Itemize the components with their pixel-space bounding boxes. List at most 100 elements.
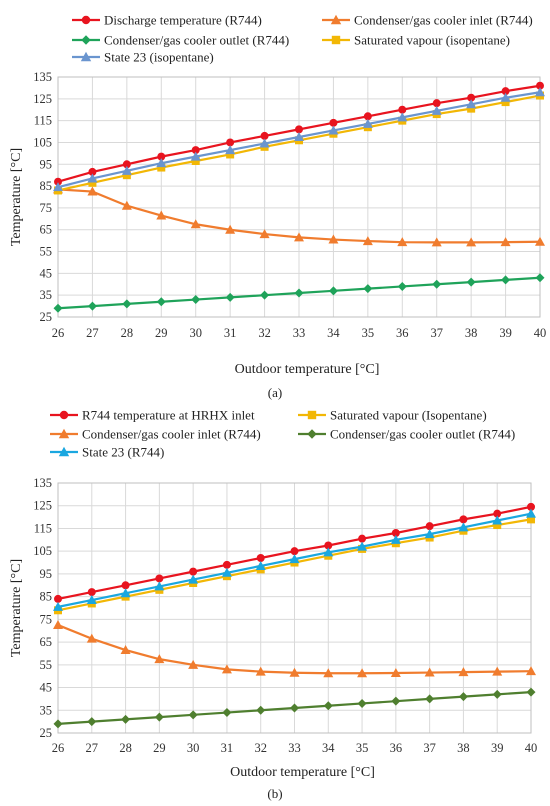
legend-item: Saturated vapour (Isopentane): [298, 408, 487, 423]
data-point: [256, 705, 266, 715]
data-point: [492, 689, 502, 699]
data-point: [190, 219, 201, 229]
x-tick-label: 29: [153, 741, 166, 755]
data-point: [362, 236, 373, 246]
y-tick-label: 65: [40, 635, 53, 649]
data-point: [535, 236, 545, 246]
x-tick-label: 26: [52, 741, 65, 755]
legend-marker: [80, 51, 92, 62]
data-point: [54, 594, 62, 603]
legend-item: Condenser/gas cooler inlet (R744): [322, 13, 533, 28]
x-tick-label: 33: [288, 741, 301, 755]
data-point: [221, 664, 232, 674]
data-point: [154, 712, 164, 722]
data-point: [157, 152, 166, 161]
y-tick-label: 95: [40, 157, 53, 171]
x-tick-label: 34: [322, 741, 335, 755]
data-point: [467, 104, 476, 113]
y-tick-label: 85: [40, 179, 53, 193]
data-point: [500, 92, 511, 102]
data-point: [363, 284, 373, 294]
series-3: [53, 273, 545, 313]
x-tick-label: 27: [86, 741, 99, 755]
legend: R744 temperature at HRHX inlet Saturated …: [50, 408, 515, 460]
series-3: [53, 620, 536, 678]
data-point: [191, 146, 200, 155]
data-point: [424, 529, 435, 539]
y-tick-label: 115: [34, 521, 52, 535]
data-point: [500, 237, 511, 247]
data-point: [362, 118, 373, 128]
data-point: [391, 529, 400, 537]
data-point: [290, 547, 299, 556]
x-tick-label: 32: [258, 326, 271, 340]
x-tick-label: 35: [362, 326, 375, 340]
data-point: [458, 692, 468, 702]
data-point: [329, 118, 338, 127]
figure-caption: (a): [268, 385, 282, 400]
data-point: [397, 112, 408, 122]
data-point: [255, 666, 266, 676]
data-point: [87, 186, 98, 196]
legend-label: Saturated vapour (Isopentane): [330, 408, 487, 423]
legend-label: State 23 (R744): [82, 445, 164, 460]
data-point: [535, 273, 545, 283]
legend-label: Discharge temperature (R744): [104, 13, 262, 28]
data-point: [156, 210, 167, 220]
series-5: [53, 87, 545, 192]
data-point: [87, 588, 96, 597]
legend-item: Condenser/gas cooler outlet (R744): [72, 33, 289, 48]
data-point: [122, 160, 131, 169]
data-point: [458, 522, 469, 532]
data-point: [294, 288, 304, 298]
y-tick-label: 75: [40, 201, 53, 215]
y-tick-label: 55: [40, 658, 53, 672]
data-point: [222, 708, 232, 718]
data-point: [492, 666, 503, 676]
x-tick-label: 38: [457, 741, 470, 755]
data-point: [86, 633, 97, 643]
data-point: [88, 167, 97, 176]
legend-label: State 23 (isopentane): [104, 50, 214, 65]
data-point: [156, 297, 166, 307]
legend-marker: [330, 14, 342, 25]
data-point: [526, 508, 536, 518]
data-point: [188, 710, 198, 720]
data-point: [535, 87, 545, 97]
data-point: [526, 687, 536, 697]
y-tick-label: 75: [40, 612, 53, 626]
data-point: [363, 112, 372, 121]
y-tick-label: 25: [40, 726, 53, 740]
y-tick-label: 135: [33, 70, 52, 84]
chart-a: 25 35 45 55 65 75 85 95 105 115 125 135 26 27 28 29 30 31…: [9, 13, 546, 401]
y-tick-label: 105: [33, 135, 52, 149]
data-point: [431, 105, 442, 115]
data-point: [501, 87, 510, 96]
y-tick-label: 55: [40, 245, 53, 259]
legend-label: Condenser/gas cooler outlet (R744): [104, 33, 289, 48]
legend-item: State 23 (R744): [50, 445, 164, 460]
x-tick-label: 31: [224, 326, 237, 340]
x-axis-title: Outdoor temperature [°C]: [230, 765, 375, 780]
legend-marker: [307, 410, 317, 420]
data-point: [122, 299, 132, 309]
legend-label: Condenser/gas cooler outlet (R744): [330, 427, 515, 442]
y-axis-title: Temperature [°C]: [9, 148, 24, 246]
data-point: [466, 237, 477, 247]
legend: Discharge temperature (R744) Condenser/ga…: [72, 13, 533, 65]
data-point: [323, 668, 334, 678]
x-tick-label: 31: [221, 741, 234, 755]
data-point: [328, 286, 338, 296]
data-point: [536, 81, 544, 90]
x-tick-label: 26: [52, 326, 65, 340]
x-tick-label: 40: [525, 741, 538, 755]
data-point: [501, 98, 510, 107]
x-tick-label: 35: [356, 741, 369, 755]
data-point: [397, 237, 408, 247]
data-point: [466, 99, 477, 109]
x-tick-label: 39: [499, 326, 512, 340]
legend-item: Saturated vapour (isopentane): [322, 33, 510, 48]
data-point: [53, 182, 63, 192]
x-tick-label: 29: [155, 326, 168, 340]
data-point: [122, 171, 131, 180]
